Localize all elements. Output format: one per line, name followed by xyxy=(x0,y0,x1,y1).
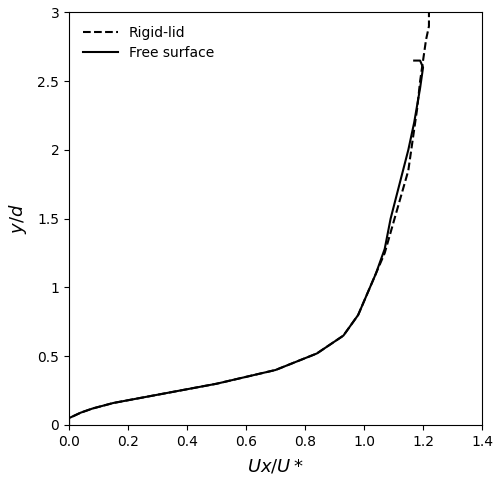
Free surface xyxy=(355,312,361,318)
Rigid-lid xyxy=(382,250,388,256)
Rigid-lid xyxy=(340,333,346,338)
Rigid-lid xyxy=(72,413,78,418)
Rigid-lid xyxy=(406,168,411,174)
Free surface xyxy=(396,181,402,187)
Rigid-lid xyxy=(314,350,320,356)
Line: Free surface: Free surface xyxy=(69,61,423,425)
Free surface xyxy=(417,85,423,91)
Free surface xyxy=(411,58,417,64)
Legend: Rigid-lid, Free surface: Rigid-lid, Free surface xyxy=(76,19,221,67)
Rigid-lid xyxy=(90,406,96,412)
Rigid-lid xyxy=(426,10,432,15)
Rigid-lid xyxy=(426,10,432,15)
Free surface xyxy=(66,422,72,428)
Rigid-lid xyxy=(66,421,72,427)
Y-axis label: $y/d$: $y/d$ xyxy=(7,203,29,234)
Free surface xyxy=(340,333,346,338)
Rigid-lid xyxy=(373,271,379,277)
Rigid-lid xyxy=(400,188,406,194)
Free surface xyxy=(314,350,320,356)
Rigid-lid xyxy=(414,106,420,112)
Rigid-lid xyxy=(355,312,361,318)
Free surface xyxy=(417,58,423,64)
Rigid-lid xyxy=(364,292,370,297)
Rigid-lid xyxy=(66,422,72,428)
Rigid-lid xyxy=(394,209,400,215)
Free surface xyxy=(272,367,278,373)
Rigid-lid xyxy=(110,400,116,406)
Rigid-lid xyxy=(426,10,432,15)
Free surface xyxy=(90,406,96,412)
Rigid-lid xyxy=(420,58,426,64)
Rigid-lid xyxy=(388,229,394,235)
Rigid-lid xyxy=(423,37,429,43)
Free surface xyxy=(411,120,417,125)
Free surface xyxy=(78,410,84,415)
Rigid-lid xyxy=(426,23,432,29)
Rigid-lid xyxy=(66,415,72,421)
Free surface xyxy=(414,58,420,64)
Free surface xyxy=(72,413,78,418)
Free surface xyxy=(382,246,388,252)
Free surface xyxy=(388,216,394,222)
Rigid-lid xyxy=(214,381,220,387)
Free surface xyxy=(66,419,72,425)
Free surface xyxy=(66,415,72,421)
Free surface xyxy=(214,381,220,387)
Rigid-lid xyxy=(272,367,278,373)
Rigid-lid xyxy=(66,419,72,425)
Rigid-lid xyxy=(408,147,414,153)
Free surface xyxy=(69,414,75,420)
Free surface xyxy=(364,292,370,297)
Free surface xyxy=(110,400,116,406)
Rigid-lid xyxy=(66,416,72,422)
Free surface xyxy=(154,392,160,398)
Rigid-lid xyxy=(69,414,75,420)
Rigid-lid xyxy=(417,78,423,84)
Rigid-lid xyxy=(426,16,432,22)
Rigid-lid xyxy=(154,392,160,398)
Rigid-lid xyxy=(66,418,72,424)
Free surface xyxy=(420,65,426,70)
Rigid-lid xyxy=(78,410,84,415)
Free surface xyxy=(66,418,72,424)
Free surface xyxy=(373,271,379,277)
X-axis label: $Ux/U*$: $Ux/U*$ xyxy=(247,457,304,475)
Line: Rigid-lid: Rigid-lid xyxy=(69,13,429,425)
Free surface xyxy=(406,147,411,153)
Free surface xyxy=(66,421,72,427)
Free surface xyxy=(66,416,72,422)
Rigid-lid xyxy=(411,126,417,132)
